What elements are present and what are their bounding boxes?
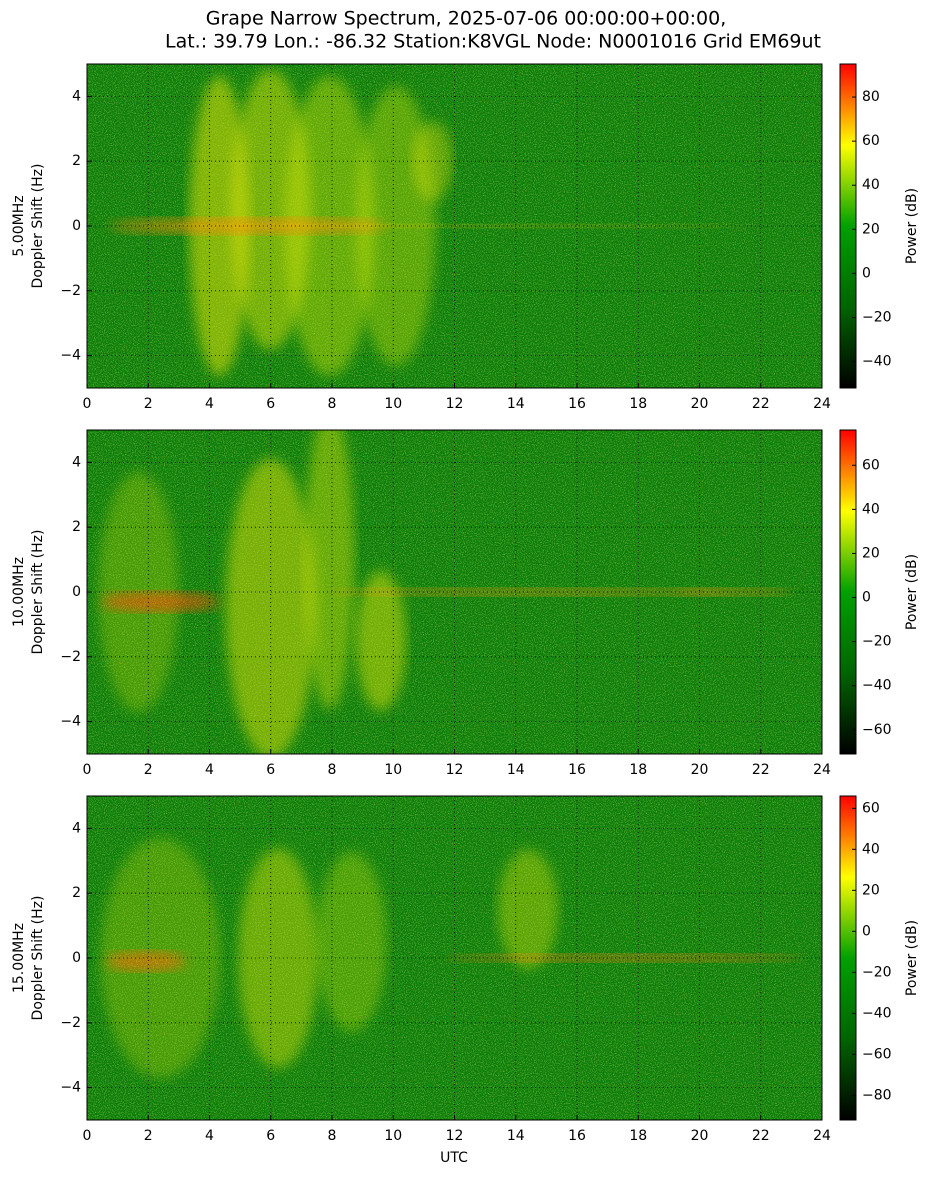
colorbar: [839, 795, 857, 1121]
colorbar-tick-label: −40: [862, 354, 892, 370]
colorbar-tick-label: −60: [862, 1046, 892, 1062]
y-tick-label: 4: [72, 454, 81, 470]
y-tick-label: −2: [60, 283, 81, 299]
y-tick-label: 2: [72, 885, 81, 901]
colorbar-tick-label: 60: [862, 800, 880, 816]
colorbar-tick-label: 20: [862, 545, 880, 561]
spectrogram: [87, 430, 822, 754]
colorbar-tick-label: 0: [862, 265, 871, 281]
x-tick-label: 12: [446, 762, 464, 778]
title-line: Lat.: 39.79 Lon.: -86.32 Station:K8VGL N…: [165, 31, 821, 53]
x-tick-label: 8: [328, 1128, 337, 1144]
colorbar-tick-label: −40: [862, 678, 892, 694]
x-tick-label: 2: [144, 1128, 153, 1144]
x-tick-label: 14: [507, 396, 525, 412]
x-tick-label: 20: [691, 762, 709, 778]
y-axis-label: 5.00MHz: [11, 195, 27, 256]
x-tick-label: 8: [328, 396, 337, 412]
plot-frame: [86, 795, 823, 1121]
x-tick-label: 10: [384, 396, 402, 412]
y-tick-label: 0: [72, 584, 81, 600]
y-axis-label: 10.00MHz: [11, 557, 27, 627]
colorbar-tick-label: 40: [862, 841, 880, 857]
x-tick-label: 18: [629, 1128, 647, 1144]
x-tick-label: 2: [144, 762, 153, 778]
x-tick-label: 2: [144, 396, 153, 412]
colorbar-tick-label: 40: [862, 177, 880, 193]
y-axis-label: Doppler Shift (Hz): [30, 530, 46, 655]
x-tick-label: 0: [83, 762, 92, 778]
x-tick-label: 22: [752, 762, 770, 778]
x-tick-label: 16: [568, 396, 586, 412]
x-tick-label: 10: [384, 1128, 402, 1144]
x-tick-label: 18: [629, 762, 647, 778]
colorbar-tick-label: −40: [862, 1005, 892, 1021]
y-tick-label: 0: [72, 950, 81, 966]
colorbar: [839, 63, 857, 389]
x-tick-label: 12: [446, 396, 464, 412]
colorbar-tick-label: 0: [862, 923, 871, 939]
x-tick-label: 0: [83, 396, 92, 412]
x-tick-label: 16: [568, 1128, 586, 1144]
y-tick-label: 2: [72, 153, 81, 169]
plot-frame: [86, 429, 823, 755]
x-tick-label: 14: [507, 762, 525, 778]
plot-frame: [86, 63, 823, 389]
x-tick-label: 6: [266, 1128, 275, 1144]
y-tick-label: −4: [60, 348, 81, 364]
y-tick-label: −2: [60, 1015, 81, 1031]
x-tick-label: 8: [328, 762, 337, 778]
x-tick-label: 24: [813, 762, 831, 778]
y-tick-label: 4: [72, 88, 81, 104]
x-tick-label: 20: [691, 396, 709, 412]
colorbar-tick-label: 40: [862, 501, 880, 517]
x-tick-label: 22: [752, 1128, 770, 1144]
colorbar-tick-label: −20: [862, 309, 892, 325]
x-tick-label: 10: [384, 762, 402, 778]
colorbar-tick-label: 20: [862, 882, 880, 898]
x-tick-label: 4: [205, 396, 214, 412]
x-axis-label: UTC: [440, 1150, 468, 1166]
y-axis-label: Doppler Shift (Hz): [30, 896, 46, 1021]
x-tick-label: 24: [813, 1128, 831, 1144]
x-tick-label: 20: [691, 1128, 709, 1144]
x-tick-label: 22: [752, 396, 770, 412]
colorbar-tick-label: 60: [862, 457, 880, 473]
colorbar-label: Power (dB): [904, 188, 920, 264]
colorbar: [839, 429, 857, 755]
colorbar-tick-label: −80: [862, 1087, 892, 1103]
y-axis-label: Doppler Shift (Hz): [30, 164, 46, 289]
y-tick-label: −2: [60, 649, 81, 665]
colorbar-tick-label: −20: [862, 634, 892, 650]
y-tick-label: −4: [60, 1080, 81, 1096]
colorbar-label: Power (dB): [904, 920, 920, 996]
colorbar-tick-label: −60: [862, 722, 892, 738]
colorbar-tick-label: 0: [862, 590, 871, 606]
x-tick-label: 4: [205, 1128, 214, 1144]
x-tick-label: 6: [266, 762, 275, 778]
y-axis-label: 15.00MHz: [11, 923, 27, 993]
x-tick-label: 12: [446, 1128, 464, 1144]
x-tick-label: 4: [205, 762, 214, 778]
title-line: Grape Narrow Spectrum, 2025-07-06 00:00:…: [206, 8, 727, 30]
colorbar-label: Power (dB): [904, 554, 920, 630]
x-tick-label: 18: [629, 396, 647, 412]
y-tick-label: 2: [72, 519, 81, 535]
y-tick-label: −4: [60, 714, 81, 730]
x-tick-label: 24: [813, 396, 831, 412]
colorbar-tick-label: −20: [862, 964, 892, 980]
x-tick-label: 16: [568, 762, 586, 778]
x-tick-label: 0: [83, 1128, 92, 1144]
y-tick-label: 0: [72, 218, 81, 234]
x-tick-label: 6: [266, 396, 275, 412]
colorbar-tick-label: 80: [862, 89, 880, 105]
colorbar-tick-label: 60: [862, 133, 880, 149]
colorbar-tick-label: 20: [862, 221, 880, 237]
x-tick-label: 14: [507, 1128, 525, 1144]
y-tick-label: 4: [72, 820, 81, 836]
